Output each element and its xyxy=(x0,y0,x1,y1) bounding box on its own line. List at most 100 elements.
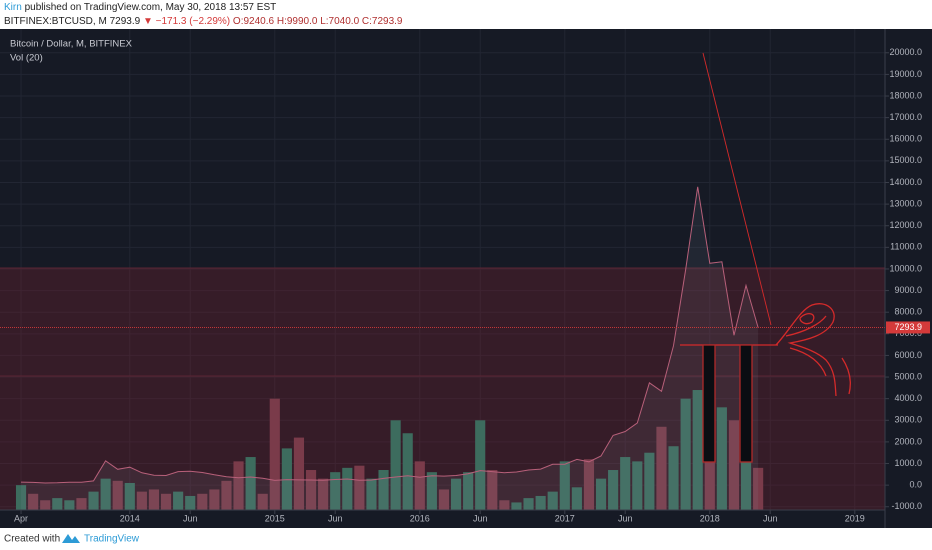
y-tick-label: 1000.0 xyxy=(894,458,922,468)
published: published on TradingView.com, May 30, 20… xyxy=(25,2,277,13)
last-price-label: 7293.9 xyxy=(894,322,922,332)
volume-bar xyxy=(64,500,75,510)
author[interactable]: Kirn xyxy=(4,2,22,13)
volume-bar xyxy=(100,478,111,510)
ohlc: O:9240.6 H:9990.0 L:7040.0 C:7293.9 xyxy=(233,16,403,27)
x-tick-label: Jun xyxy=(763,513,778,523)
volume-bar xyxy=(523,498,534,510)
volume-bar xyxy=(511,502,522,510)
volume-bar xyxy=(112,480,123,510)
drawn-box xyxy=(702,344,716,463)
y-tick-label: 14000.0 xyxy=(889,177,922,187)
y-tick-label: 18000.0 xyxy=(889,90,922,100)
volume-bar xyxy=(378,470,389,510)
volume-bar xyxy=(463,472,474,510)
volume-bar xyxy=(704,420,715,510)
y-tick-label: 9000.0 xyxy=(894,285,922,295)
y-tick-label: 16000.0 xyxy=(889,134,922,144)
volume-bar xyxy=(209,489,220,510)
volume-bar xyxy=(535,495,546,510)
volume-bar xyxy=(40,500,51,510)
volume-bar xyxy=(197,493,208,510)
legend-price: Bitcoin / Dollar, M, BITFINEX xyxy=(10,39,133,50)
volume-bar xyxy=(76,498,87,510)
volume-bar xyxy=(245,457,256,510)
pane-bg xyxy=(0,29,932,528)
y-tick-label: 5000.0 xyxy=(894,371,922,381)
y-tick-label: 2000.0 xyxy=(894,436,922,446)
last-price: 7293.9 xyxy=(110,16,141,27)
volume-bar xyxy=(185,495,196,510)
volume-bar xyxy=(656,426,667,510)
footer-brand[interactable]: TradingView xyxy=(84,534,140,545)
volume-bar xyxy=(692,390,703,510)
symbol-line: BITFINEX:BTCUSD, M 7293.9 ▼ −171.3 (−2.2… xyxy=(4,16,403,27)
y-tick-label: 13000.0 xyxy=(889,198,922,208)
volume-bar xyxy=(136,491,147,510)
volume-bar xyxy=(305,470,317,510)
x-tick-label: Apr xyxy=(14,513,28,523)
volume-bar xyxy=(426,472,437,510)
volume-bar xyxy=(740,446,752,510)
x-tick-label: Jun xyxy=(618,513,633,523)
footer-created: Created with xyxy=(4,534,60,545)
volume-bar xyxy=(608,470,619,510)
x-tick-label: 2015 xyxy=(265,513,285,523)
volume-bar xyxy=(438,489,450,510)
drawings xyxy=(680,52,851,463)
y-tick-label: 0.0 xyxy=(909,480,922,490)
volume-bar xyxy=(716,407,727,510)
volume-bar xyxy=(499,500,510,510)
y-tick-label: -1000.0 xyxy=(891,501,922,511)
volume-bar xyxy=(487,470,498,510)
volume-bar xyxy=(414,461,425,510)
plot xyxy=(0,186,885,511)
y-tick-label: 20000.0 xyxy=(889,47,922,57)
price-change: ▼ −171.3 (−2.29%) xyxy=(143,16,230,27)
volume-bar xyxy=(160,493,172,510)
y-tick-label: 12000.0 xyxy=(889,220,922,230)
volume-bar xyxy=(595,478,607,510)
volume-bar xyxy=(402,433,413,510)
volume-bar xyxy=(583,459,595,510)
y-tick-label: 8000.0 xyxy=(894,307,922,317)
volume-bar xyxy=(571,487,582,510)
logo xyxy=(62,534,80,543)
volume-bar xyxy=(318,478,329,510)
volume-bar xyxy=(354,465,365,510)
x-tick-label: Jun xyxy=(328,513,343,523)
volume-bar xyxy=(148,489,160,510)
x-tick-label: Jun xyxy=(473,513,488,523)
volume-bar xyxy=(644,452,655,510)
x-tick-label: 2018 xyxy=(700,513,720,523)
volume-bar xyxy=(753,467,764,510)
y-tick-label: 19000.0 xyxy=(889,69,922,79)
volume-bar xyxy=(390,420,401,510)
legend-volume: Vol (20) xyxy=(10,53,43,64)
y-tick-label: 15000.0 xyxy=(889,155,922,165)
trend-line xyxy=(702,52,772,326)
volume-bar xyxy=(547,491,558,510)
volume-bar xyxy=(221,480,232,510)
y-tick-label: 11000.0 xyxy=(890,242,922,252)
header-bg xyxy=(0,0,932,29)
x-tick-label: 2019 xyxy=(845,513,865,523)
volume-bar xyxy=(173,491,184,510)
volume-bar xyxy=(52,498,63,510)
x-tick-label: Jun xyxy=(183,513,198,523)
volume-bar xyxy=(330,472,341,510)
volume-bar xyxy=(88,491,99,510)
volume-bar xyxy=(559,461,570,510)
y-tick-label: 10000.0 xyxy=(889,263,922,273)
volume-bar xyxy=(124,482,135,510)
volume-bar xyxy=(28,493,39,510)
volume-bar xyxy=(293,437,305,510)
axes: -1000.0 0.0 1000.0 2000.0 3000.0 4000.0 5000.0… xyxy=(14,47,930,523)
x-tick-label: 2014 xyxy=(120,513,140,523)
volume-bar xyxy=(668,446,679,510)
volume-bar xyxy=(680,398,691,510)
volume-bar xyxy=(257,493,268,510)
volume-bar xyxy=(450,478,462,510)
volume-bar xyxy=(233,461,244,510)
